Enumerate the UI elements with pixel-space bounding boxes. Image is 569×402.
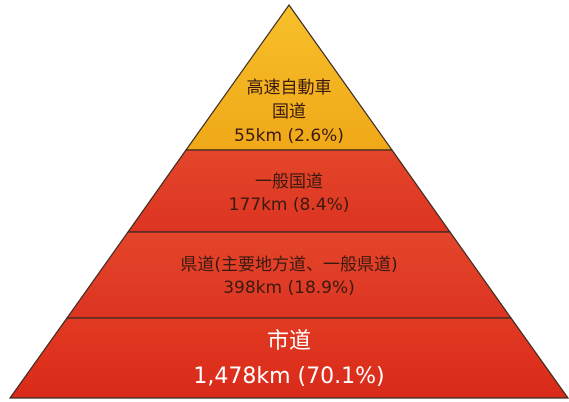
tier-3 [65,231,513,319]
tier-name: 高速自動車 [247,78,332,98]
tier-label: 177km (8.4%) [229,195,350,215]
tier-label: 55km (2.6%) [234,126,344,146]
tier-4 [8,317,569,399]
tier-label: 1,478km (70.1%) [193,364,384,389]
tier-name: 一般国道 [255,172,323,192]
tier-name: 国道 [272,102,306,122]
tier-label: 398km (18.9%) [223,278,355,298]
tier-name: 市道 [267,329,311,354]
tier-name: 県道(主要地方道、一般県道) [180,255,397,275]
